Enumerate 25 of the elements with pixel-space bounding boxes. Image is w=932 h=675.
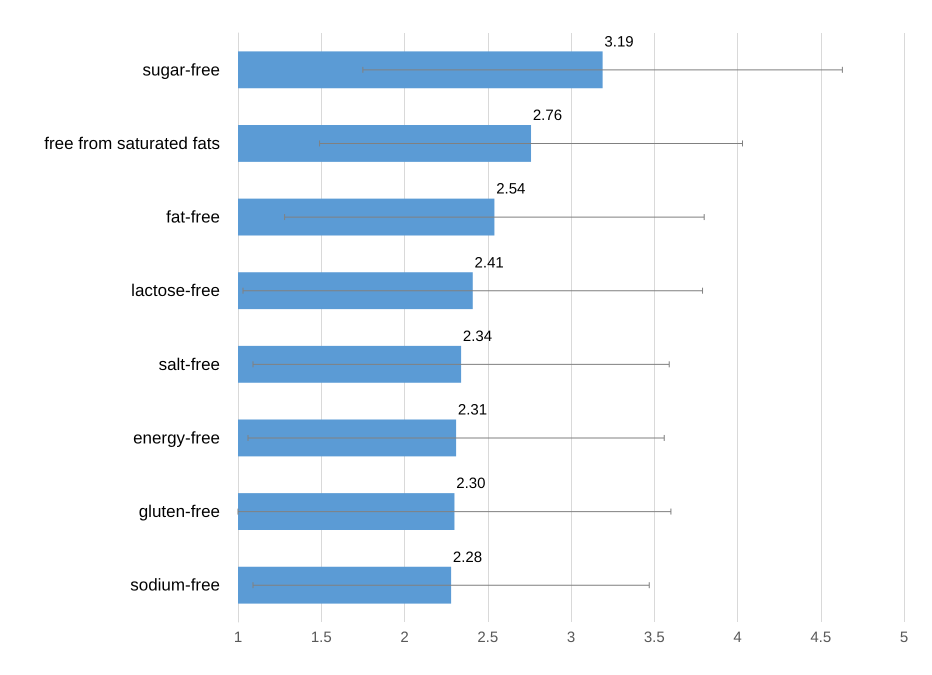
data-label: 2.28 xyxy=(452,548,482,566)
data-label: 2.41 xyxy=(474,254,504,272)
x-tick-label: 3.5 xyxy=(644,629,665,646)
x-tick-label: 1 xyxy=(234,629,242,646)
data-label: 2.76 xyxy=(532,107,562,124)
y-tick-label: salt-free xyxy=(158,354,220,374)
y-tick-label: sodium-free xyxy=(130,576,220,595)
x-tick-label: 4.5 xyxy=(810,629,832,646)
y-tick-label: gluten-free xyxy=(138,502,220,522)
x-tick-label: 1.5 xyxy=(310,629,332,646)
y-tick-label: energy-free xyxy=(133,428,220,448)
y-tick-label: sugar-free xyxy=(142,60,220,80)
y-tick-label: fat-free xyxy=(166,208,220,227)
x-tick-label: 5 xyxy=(900,629,908,646)
data-label: 2.31 xyxy=(458,402,488,419)
x-tick-label: 2.5 xyxy=(477,629,498,646)
y-tick-label: free from saturated fats xyxy=(44,134,220,153)
data-label: 3.19 xyxy=(604,33,634,50)
x-tick-label: 3 xyxy=(566,629,576,646)
data-label: 2.34 xyxy=(462,328,492,345)
data-label: 2.30 xyxy=(456,475,486,492)
data-label: 2.54 xyxy=(496,180,526,198)
y-tick-label: lactose-free xyxy=(131,281,220,300)
x-tick-label: 4 xyxy=(733,629,742,646)
x-tick-label: 2 xyxy=(400,629,409,646)
